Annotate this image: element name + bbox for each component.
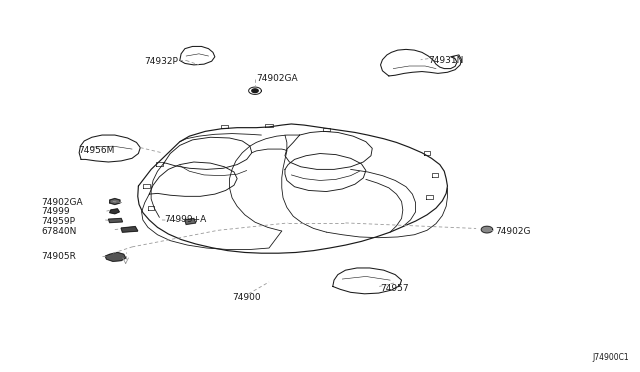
Text: 74999+A: 74999+A (164, 215, 206, 224)
Text: 74905R: 74905R (41, 251, 76, 261)
Polygon shape (109, 209, 119, 214)
Polygon shape (105, 253, 125, 261)
Text: 74900: 74900 (232, 293, 261, 302)
Polygon shape (109, 199, 120, 205)
Text: 74957: 74957 (381, 284, 409, 293)
Text: 74902GA: 74902GA (41, 198, 83, 207)
Polygon shape (108, 218, 122, 222)
Text: J74900C1: J74900C1 (593, 353, 629, 362)
Polygon shape (481, 226, 493, 233)
Text: 67840N: 67840N (41, 227, 76, 235)
Text: 74959P: 74959P (41, 217, 75, 225)
Text: 74902G: 74902G (495, 227, 531, 235)
Text: 74932P: 74932P (145, 57, 179, 66)
Text: 74999: 74999 (41, 207, 70, 217)
Text: 74931N: 74931N (428, 56, 464, 65)
Text: 74956M: 74956M (78, 147, 114, 155)
Polygon shape (252, 89, 258, 93)
Polygon shape (121, 227, 138, 232)
Polygon shape (185, 218, 196, 224)
Text: 74902GA: 74902GA (256, 74, 298, 83)
